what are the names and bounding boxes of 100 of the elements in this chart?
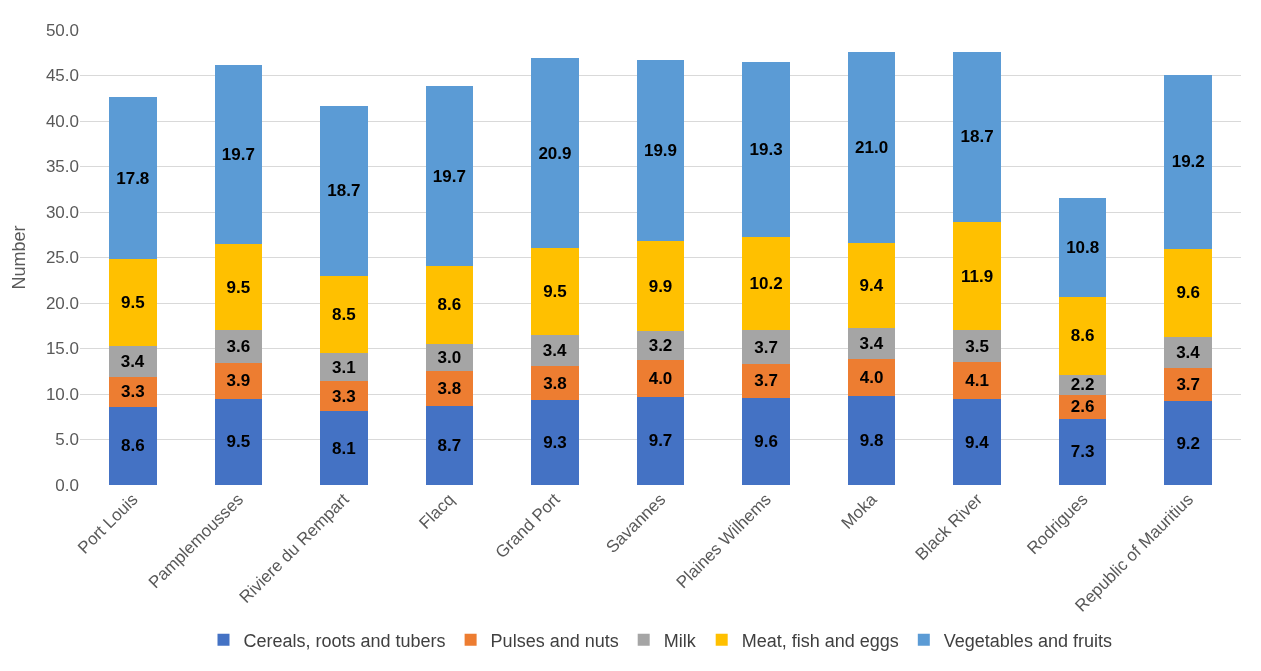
data-label: 17.8 (116, 168, 150, 188)
bar (320, 105, 368, 276)
bar (742, 363, 790, 398)
bar (109, 406, 157, 485)
data-label: 7.3 (1070, 442, 1095, 462)
data-label: 9.8 (859, 430, 884, 450)
data-label: 9.9 (648, 276, 673, 296)
data-label: 3.9 (226, 371, 251, 391)
data-label: 3.3 (332, 386, 356, 406)
bar (636, 60, 685, 242)
data-label: 3.8 (543, 373, 567, 393)
data-label: 2.2 (1070, 375, 1095, 395)
data-label: 8.1 (332, 438, 356, 458)
data-label: 3.4 (120, 351, 145, 371)
bar (1164, 336, 1212, 368)
bar (847, 51, 896, 243)
data-label: 8.6 (1070, 326, 1095, 346)
bar (320, 275, 368, 354)
bar (636, 360, 685, 397)
y-tick-label: 30.0 (45, 202, 79, 222)
bar (847, 242, 896, 329)
y-tick-label: 45.0 (45, 66, 79, 86)
data-label: 9.7 (648, 431, 673, 451)
data-label: 10.2 (749, 274, 783, 294)
data-label: 3.1 (332, 357, 356, 377)
data-label: 21.0 (855, 137, 889, 157)
legend-label: Milk (663, 630, 697, 651)
data-label: 3.4 (859, 334, 884, 354)
bar (109, 97, 157, 260)
bar (531, 58, 579, 249)
data-label: 9.5 (120, 293, 145, 313)
bar (1164, 401, 1212, 485)
bar (214, 64, 263, 244)
data-label: 3.7 (754, 371, 778, 391)
data-label: 3.8 (437, 379, 462, 399)
legend-label: Cereals, roots and tubers (243, 630, 446, 651)
data-label: 9.6 (754, 431, 778, 451)
data-label: 3.4 (1176, 342, 1201, 362)
y-tick-label: 15.0 (45, 339, 79, 359)
bar (425, 86, 474, 266)
y-tick-label: 40.0 (45, 111, 79, 131)
legend-label: Vegetables and fruits (943, 630, 1112, 651)
data-label: 10.8 (1066, 237, 1100, 257)
data-label: 2.6 (1070, 397, 1095, 417)
bar (214, 398, 263, 485)
data-label: 20.9 (538, 143, 572, 163)
bar (636, 396, 685, 485)
bar (531, 248, 579, 335)
data-label: 3.7 (1176, 374, 1201, 394)
bar (1164, 249, 1212, 337)
data-label: 9.2 (1176, 433, 1201, 453)
bar (1058, 198, 1107, 297)
bar (109, 259, 157, 346)
bar (320, 411, 368, 485)
data-label: 3.3 (120, 382, 145, 402)
y-tick-label: 25.0 (45, 248, 79, 268)
bar (847, 359, 896, 396)
data-label: 18.7 (960, 127, 994, 147)
bar (531, 334, 579, 366)
data-label: 3.7 (754, 337, 778, 357)
data-label: 9.5 (226, 277, 251, 297)
bar (425, 265, 474, 344)
data-label: 4.0 (859, 368, 884, 388)
data-label: 11.9 (961, 266, 994, 286)
bar (1164, 74, 1212, 250)
y-tick-label: 5.0 (55, 430, 79, 450)
data-label: 19.7 (221, 144, 255, 164)
bar (109, 345, 157, 377)
bar (425, 405, 474, 485)
data-label: 9.5 (226, 432, 251, 452)
data-label: 9.6 (1176, 283, 1201, 303)
bar (953, 222, 1001, 331)
legend-label: Pulses and nuts (490, 630, 619, 651)
data-label: 3.0 (437, 348, 462, 368)
y-axis-title: Number (9, 225, 30, 290)
y-tick-label: 0.0 (55, 475, 79, 495)
data-label: 19.7 (432, 166, 466, 186)
bar (636, 241, 685, 332)
data-label: 19.9 (643, 141, 678, 161)
bar (953, 330, 1001, 363)
data-label: 9.5 (543, 282, 567, 302)
data-label: 3.2 (648, 336, 673, 356)
y-tick-label: 10.0 (45, 384, 79, 404)
bar (531, 400, 579, 485)
data-label: 4.0 (648, 369, 673, 389)
y-tick-label: 35.0 (45, 157, 79, 177)
y-tick-label: 50.0 (45, 20, 79, 40)
data-label: 3.6 (226, 337, 251, 357)
data-label: 3.4 (542, 340, 568, 360)
data-label: 8.6 (437, 295, 462, 315)
data-label: 18.7 (327, 181, 361, 201)
bar (742, 330, 790, 364)
data-label: 8.6 (120, 436, 145, 456)
data-label: 9.4 (965, 432, 990, 452)
data-label: 9.3 (543, 433, 567, 453)
bar (953, 51, 1001, 223)
data-label: 8.5 (332, 304, 356, 324)
y-tick-label: 20.0 (45, 293, 79, 313)
bar (742, 61, 790, 238)
data-label: 3.5 (965, 336, 989, 356)
